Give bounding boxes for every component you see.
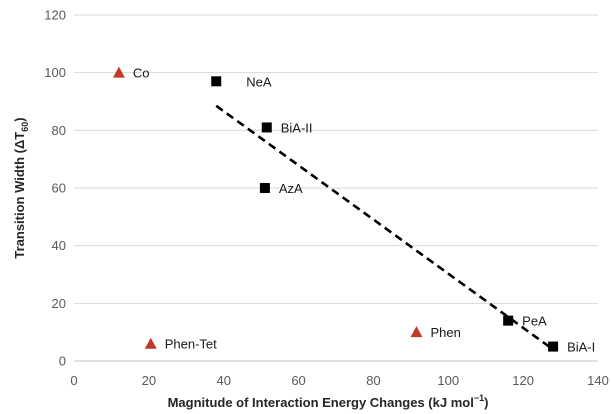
point-marker-triangle [410,326,423,338]
x-tick-label: 40 [216,373,230,388]
x-tick-label: 80 [366,373,380,388]
point-marker-square [548,341,559,352]
y-tick-labels: 0 20 40 60 80 100 120 [44,8,66,369]
point-marker-square [503,315,514,326]
point-label: PeA [522,314,547,329]
x-tick-label: 0 [70,373,77,388]
y-tick-label: 20 [52,296,66,311]
y-tick-label: 60 [52,181,66,196]
point-marker-triangle [112,66,125,78]
y-tick-label: 100 [44,65,66,80]
point-label: BiA-I [567,340,595,355]
point-label: Phen [430,325,460,340]
y-tick-label: 120 [44,8,66,23]
data-points: NeA BiA-II AzA PeA BiA-I Co Phen-Tet Phen [112,66,595,355]
point-label: BiA-II [281,120,313,135]
x-tick-label: 60 [291,373,305,388]
x-tick-label: 120 [512,373,534,388]
y-axis-title: Transition Width (ΔT60) [12,117,30,258]
point-label: AzA [279,181,303,196]
y-tick-label: 40 [52,238,66,253]
x-tick-label: 100 [437,373,459,388]
x-tick-label: 20 [142,373,156,388]
point-marker-square [211,76,222,87]
point-label: Co [133,66,150,81]
point-label: NeA [246,74,272,89]
y-tick-label: 80 [52,123,66,138]
x-axis-title: Magnitude of Interaction Energy Changes … [168,393,489,410]
point-label: Phen-Tet [165,337,217,352]
point-marker-square [259,183,270,193]
gridlines [74,14,598,304]
y-tick-label: 0 [59,354,66,369]
trendline [215,104,554,351]
point-marker-square [261,122,272,133]
point-marker-triangle [144,337,157,349]
x-tick-label: 140 [587,373,609,388]
x-tick-labels: 0 20 40 60 80 100 120 140 [70,373,608,388]
